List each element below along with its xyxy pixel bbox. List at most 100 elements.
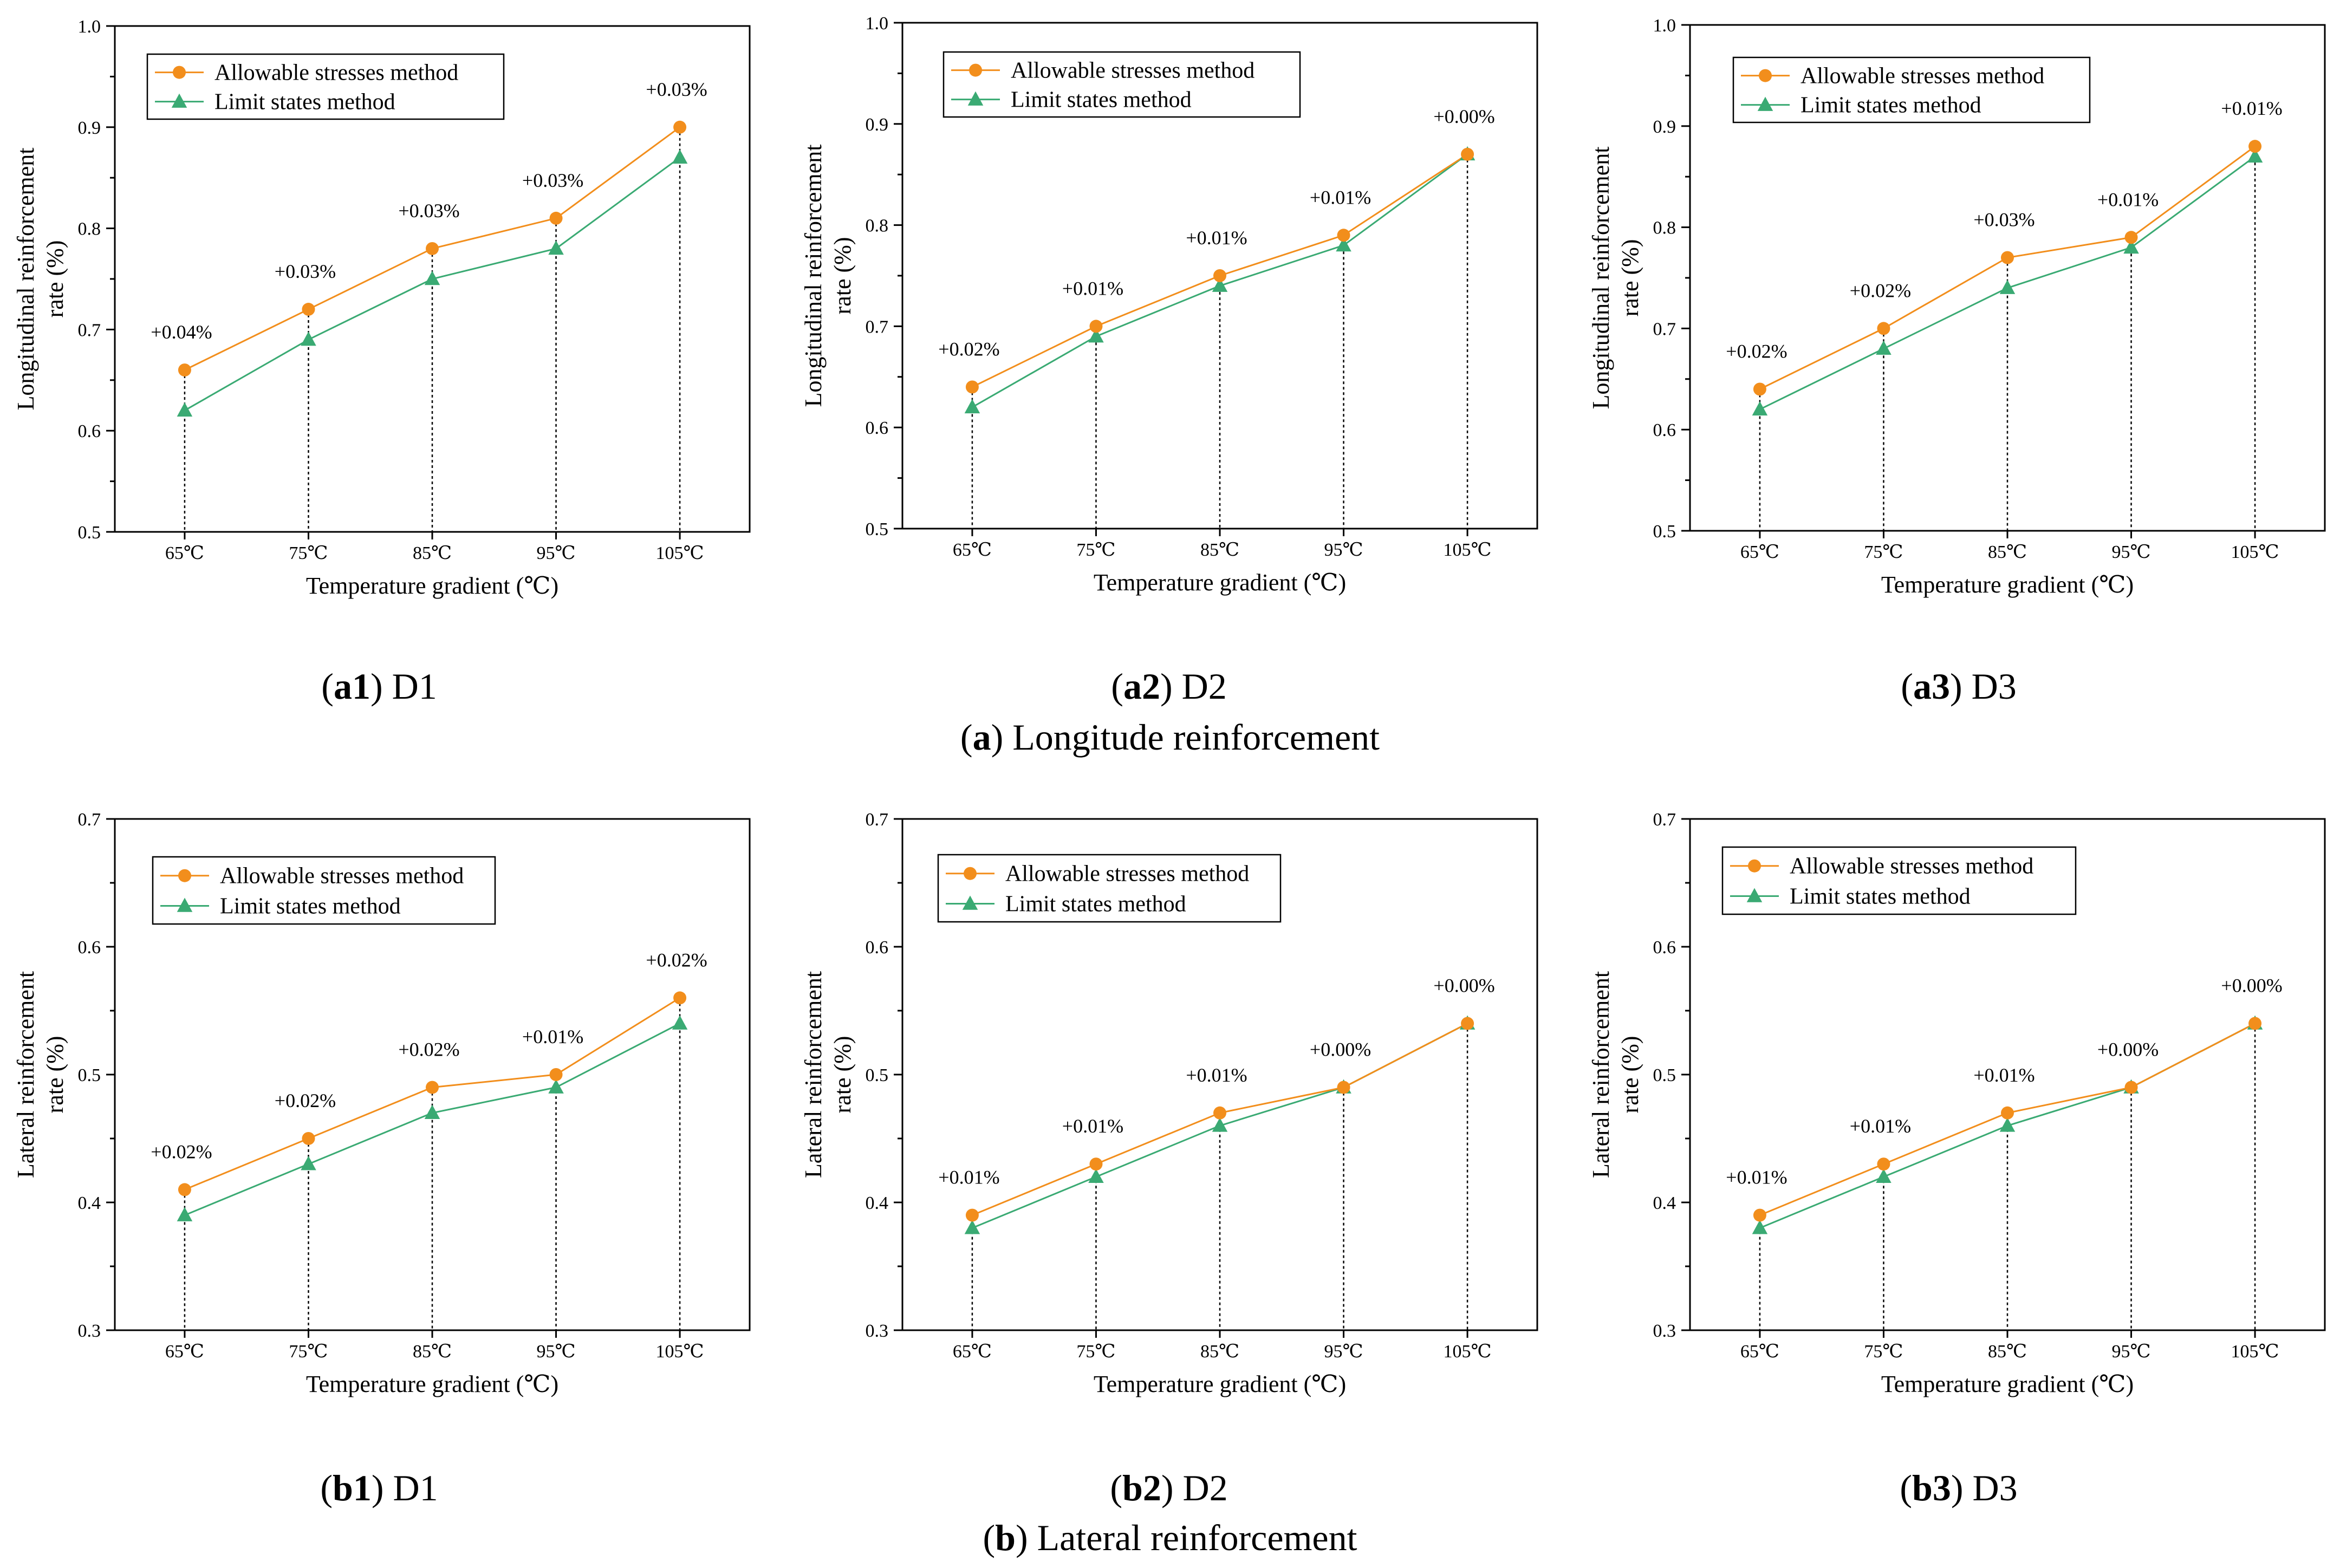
chart-a3-annotation: +0.02% <box>1850 279 1911 301</box>
chart-b1-point-limit <box>548 1079 564 1094</box>
chart-a1-point-allowable <box>426 242 439 255</box>
chart-a3-ylabel-line: Longitudinal reinforcement <box>1588 146 1614 409</box>
chart-a3-legend-allowable-marker <box>1759 69 1772 82</box>
chart-b1-xtick-label: 65℃ <box>165 1342 204 1362</box>
chart-b3-ylabel-line: rate (%) <box>1617 1036 1643 1114</box>
chart-a3-point-allowable <box>2001 251 2014 264</box>
chart-b2-xtick-label: 105℃ <box>1444 1342 1492 1362</box>
chart-a1-annotation: +0.03% <box>522 170 583 191</box>
chart-b3-legend-allowable-marker <box>1748 859 1761 873</box>
chart-b1-point-allowable <box>673 991 687 1005</box>
chart-b3-point-allowable <box>2248 1017 2262 1030</box>
chart-a2-point-limit <box>1212 277 1228 292</box>
chart-a2-ytick-label: 1.0 <box>866 14 889 34</box>
chart-b2-legend-allowable-marker <box>964 867 977 880</box>
chart-a2-point-allowable <box>1337 229 1350 242</box>
chart-b1-legend-allowable-marker <box>178 869 191 882</box>
chart-b3-point-limit <box>1999 1117 2016 1132</box>
chart-a3-point-allowable <box>1877 322 1890 335</box>
chart-a2-legend-limit-marker <box>967 91 984 106</box>
chart-a2-annotation: +0.00% <box>1433 106 1494 127</box>
chart-b3-legend-limit-label: Limit states method <box>1790 884 1971 909</box>
chart-b3-ytick-label: 0.3 <box>1653 1321 1676 1341</box>
chart-b1-xtick-label: 85℃ <box>413 1342 452 1362</box>
chart-b2-point-limit <box>1212 1117 1228 1132</box>
chart-b2-point-allowable <box>1089 1157 1103 1171</box>
caption-b2-name: D2 <box>1182 1467 1228 1508</box>
chart-b2-xtick-label: 75℃ <box>1076 1342 1115 1362</box>
chart-b1-xtick-label: 105℃ <box>656 1342 704 1362</box>
chart-a2-ytick-label: 0.5 <box>866 519 889 539</box>
chart-a1-ylabel-line: rate (%) <box>42 240 68 318</box>
caption-a1-name: D1 <box>392 666 437 707</box>
chart-a2-legend-limit-label: Limit states method <box>1011 88 1192 113</box>
chart-a2-ytick-label: 0.6 <box>866 418 889 438</box>
chart-b3-annotation: +0.01% <box>1850 1115 1911 1137</box>
chart-b2-annotation: +0.00% <box>1433 975 1494 997</box>
chart-b3-point-limit <box>1876 1168 1891 1183</box>
chart-b2-ytick-label: 0.5 <box>866 1065 889 1085</box>
chart-a2-xtick-label: 85℃ <box>1200 540 1239 560</box>
chart-a3-xtick-label: 95℃ <box>2112 542 2151 562</box>
chart-b2-ytick-label: 0.6 <box>866 938 889 958</box>
caption-group-b-text: Lateral reinforcement <box>1037 1517 1357 1558</box>
caption-b1-tag: b1 <box>333 1467 372 1508</box>
chart-b1-xlabel: Temperature gradient (℃) <box>306 1371 558 1397</box>
chart-b3-xtick-label: 105℃ <box>2231 1342 2279 1362</box>
chart-a2-annotation: +0.02% <box>938 338 999 360</box>
caption-a2-name: D2 <box>1181 666 1227 707</box>
chart-a1-legend-allowable-label: Allowable stresses method <box>214 61 458 86</box>
chart-b1-point-allowable <box>178 1183 191 1196</box>
chart-b2-point-limit <box>1088 1168 1104 1183</box>
chart-a2-annotation: +0.01% <box>1310 186 1371 208</box>
chart-a1-annotation: +0.04% <box>151 321 212 343</box>
chart-a1-xtick-label: 75℃ <box>289 543 328 563</box>
chart-b2-xtick-label: 65℃ <box>953 1342 992 1362</box>
chart-b1-annotation: +0.02% <box>275 1090 336 1111</box>
chart-b3-ytick-label: 0.7 <box>1653 810 1676 830</box>
chart-a1-legend-limit-label: Limit states method <box>214 90 395 115</box>
chart-a1-xtick-label: 85℃ <box>413 543 452 563</box>
chart-a3-point-allowable <box>2248 140 2262 153</box>
chart-a3-ytick-label: 0.5 <box>1653 522 1676 542</box>
chart-b2-annotation: +0.00% <box>1310 1039 1371 1060</box>
chart-a3-point-limit <box>1999 279 2016 294</box>
chart-b2: 0.3 0.4 0.5 0.6 0.7 65℃ 75℃ 85℃ 95℃ 105℃ Temperatu… <box>800 810 1538 1397</box>
chart-b1-point-allowable <box>549 1068 563 1081</box>
chart-a2-legend-allowable-marker <box>969 63 982 77</box>
chart-b2-point-allowable <box>965 1208 979 1222</box>
chart-a1-point-limit <box>548 240 564 255</box>
chart-b3-xtick-label: 95℃ <box>2112 1342 2151 1362</box>
chart-b1-annotation: +0.02% <box>646 949 707 971</box>
chart-b1-legend-allowable-label: Allowable stresses method <box>220 864 464 889</box>
chart-a3-point-allowable <box>1753 382 1766 396</box>
chart-b2-ytick-label: 0.4 <box>866 1193 889 1213</box>
chart-b3-point-allowable <box>2124 1081 2138 1094</box>
chart-a2-point-allowable <box>1089 320 1103 333</box>
chart-b3-xtick-label: 75℃ <box>1864 1342 1903 1362</box>
caption-b3: (b3) D3 <box>1900 1467 2018 1508</box>
chart-b3-point-allowable <box>1753 1208 1766 1222</box>
chart-a1-ytick-label: 0.8 <box>78 219 101 239</box>
chart-a1-point-allowable <box>673 120 687 134</box>
chart-a1-point-limit <box>301 331 316 346</box>
chart-a3-annotation: +0.03% <box>1973 209 2034 231</box>
chart-a2-point-allowable <box>965 380 979 394</box>
chart-a3-point-limit <box>2247 148 2263 163</box>
chart-a2-ytick-label: 0.8 <box>866 216 889 236</box>
chart-b1-point-limit <box>177 1207 193 1221</box>
chart-a2-point-allowable <box>1213 269 1226 282</box>
chart-b2-ytick-label: 0.7 <box>866 810 889 830</box>
chart-a2-ytick-label: 0.7 <box>866 317 889 337</box>
caption-group-a-text: Longitude reinforcement <box>1012 717 1380 758</box>
chart-a3-ylabel-line: rate (%) <box>1617 239 1643 317</box>
caption-a2: (a2) D2 <box>1111 666 1227 707</box>
chart-b3-ytick-label: 0.6 <box>1653 938 1676 958</box>
chart-b2-legend-limit-marker <box>962 895 978 910</box>
chart-a3-annotation: +0.01% <box>2221 97 2282 119</box>
chart-b3-xtick-label: 85℃ <box>1988 1342 2027 1362</box>
caption-group-a-tag: a <box>972 717 991 758</box>
chart-b1-ytick-label: 0.5 <box>78 1065 101 1085</box>
chart-a1-ylabel: Longitudinal reinforcement rate (%) <box>12 147 68 410</box>
chart-a2-xtick-label: 75℃ <box>1076 540 1115 560</box>
